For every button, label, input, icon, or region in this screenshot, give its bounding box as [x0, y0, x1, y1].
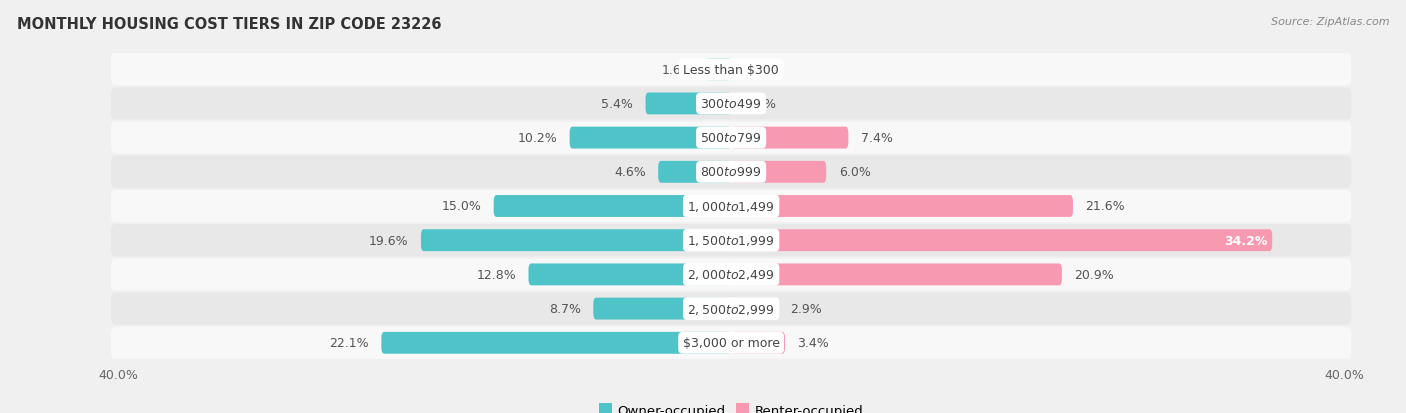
FancyBboxPatch shape [381, 332, 731, 354]
FancyBboxPatch shape [658, 161, 731, 183]
FancyBboxPatch shape [111, 157, 1351, 188]
FancyBboxPatch shape [111, 259, 1351, 291]
Text: $2,000 to $2,499: $2,000 to $2,499 [688, 268, 775, 282]
FancyBboxPatch shape [420, 230, 731, 252]
Text: 19.6%: 19.6% [368, 234, 408, 247]
Text: 20.9%: 20.9% [1074, 268, 1114, 281]
Text: 12.8%: 12.8% [477, 268, 516, 281]
FancyBboxPatch shape [731, 127, 848, 149]
Text: $800 to $999: $800 to $999 [700, 166, 762, 179]
Text: 40.0%: 40.0% [1324, 368, 1364, 382]
Text: 6.0%: 6.0% [838, 166, 870, 179]
FancyBboxPatch shape [731, 196, 1073, 217]
Text: 21.6%: 21.6% [1085, 200, 1125, 213]
Text: 7.4%: 7.4% [860, 132, 893, 145]
Text: 5.4%: 5.4% [602, 97, 633, 111]
Text: 0.0%: 0.0% [744, 64, 776, 76]
FancyBboxPatch shape [111, 293, 1351, 325]
FancyBboxPatch shape [111, 190, 1351, 223]
Text: 10.2%: 10.2% [517, 132, 557, 145]
FancyBboxPatch shape [731, 161, 827, 183]
FancyBboxPatch shape [731, 230, 1272, 252]
Text: 40.0%: 40.0% [98, 368, 138, 382]
FancyBboxPatch shape [111, 54, 1351, 86]
FancyBboxPatch shape [111, 88, 1351, 120]
Text: $3,000 or more: $3,000 or more [683, 337, 779, 349]
Text: 0.0%: 0.0% [744, 97, 776, 111]
FancyBboxPatch shape [593, 298, 731, 320]
FancyBboxPatch shape [706, 59, 731, 81]
FancyBboxPatch shape [731, 332, 785, 354]
Text: 34.2%: 34.2% [1225, 234, 1267, 247]
Text: $1,500 to $1,999: $1,500 to $1,999 [688, 234, 775, 248]
FancyBboxPatch shape [529, 264, 731, 286]
Text: 2.9%: 2.9% [790, 302, 821, 316]
Legend: Owner-occupied, Renter-occupied: Owner-occupied, Renter-occupied [599, 404, 863, 413]
FancyBboxPatch shape [569, 127, 731, 149]
Text: $1,000 to $1,499: $1,000 to $1,499 [688, 199, 775, 214]
FancyBboxPatch shape [111, 122, 1351, 154]
Text: 15.0%: 15.0% [441, 200, 481, 213]
Text: 8.7%: 8.7% [548, 302, 581, 316]
Text: 1.6%: 1.6% [661, 64, 693, 76]
Text: Less than $300: Less than $300 [683, 64, 779, 76]
Text: $300 to $499: $300 to $499 [700, 97, 762, 111]
FancyBboxPatch shape [494, 196, 731, 217]
Text: MONTHLY HOUSING COST TIERS IN ZIP CODE 23226: MONTHLY HOUSING COST TIERS IN ZIP CODE 2… [17, 17, 441, 31]
FancyBboxPatch shape [731, 264, 1062, 286]
Text: 3.4%: 3.4% [797, 337, 830, 349]
Text: 22.1%: 22.1% [329, 337, 368, 349]
Text: 4.6%: 4.6% [614, 166, 645, 179]
Text: Source: ZipAtlas.com: Source: ZipAtlas.com [1271, 17, 1389, 26]
Text: $500 to $799: $500 to $799 [700, 132, 762, 145]
FancyBboxPatch shape [731, 298, 778, 320]
FancyBboxPatch shape [111, 225, 1351, 256]
FancyBboxPatch shape [645, 93, 731, 115]
Text: $2,500 to $2,999: $2,500 to $2,999 [688, 302, 775, 316]
FancyBboxPatch shape [111, 327, 1351, 359]
